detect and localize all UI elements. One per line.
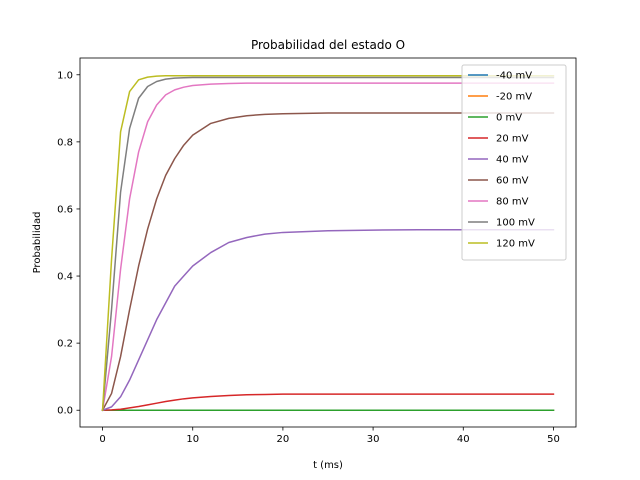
- legend-label-7: 100 mV: [496, 218, 535, 229]
- legend-label-1: -20 mV: [496, 92, 532, 103]
- axes-frame: [79, 57, 577, 428]
- legend: -40 mV -20 mV 0 mV 20 mV 40 mV 60 mV 80 mV 100 …: [461, 64, 567, 261]
- series-layer: [101, 75, 555, 412]
- series-line-5: [101, 112, 555, 412]
- x-axis-ticks: 0 10 20 30 40 50: [99, 427, 560, 445]
- y-tick-label: 0.2: [57, 339, 73, 350]
- x-tick-label: 30: [367, 434, 380, 445]
- legend-label-6: 80 mV: [496, 197, 529, 208]
- legend-label-3: 20 mV: [496, 134, 529, 145]
- x-axis-label: t (ms): [313, 460, 343, 471]
- legend-label-4: 40 mV: [496, 155, 529, 166]
- y-tick-label: 0.0: [57, 406, 73, 417]
- x-tick-label: 50: [547, 434, 560, 445]
- y-axis-label: Probabilidad: [32, 212, 43, 274]
- series-line-7: [101, 76, 555, 412]
- y-tick-label: 0.6: [57, 204, 73, 215]
- series-line-3: [101, 393, 555, 412]
- chart-title: Probabilidad del estado O: [251, 38, 405, 52]
- legend-label-0: -40 mV: [496, 71, 532, 82]
- series-line-4: [101, 229, 555, 412]
- x-tick-label: 40: [457, 434, 470, 445]
- x-tick-label: 20: [277, 434, 290, 445]
- series-line-6: [101, 82, 555, 412]
- y-tick-label: 1.0: [57, 70, 73, 81]
- series-line-8: [101, 75, 555, 412]
- legend-label-8: 120 mV: [496, 239, 535, 250]
- y-tick-label: 0.4: [57, 272, 73, 283]
- legend-label-5: 60 mV: [496, 176, 529, 187]
- legend-label-2: 0 mV: [496, 113, 522, 124]
- y-tick-label: 0.8: [57, 137, 73, 148]
- y-axis-ticks: 0.0 0.2 0.4 0.6 0.8 1.0: [57, 70, 80, 417]
- x-tick-label: 10: [186, 434, 199, 445]
- legend-box: [461, 64, 567, 261]
- x-tick-label: 0: [99, 434, 105, 445]
